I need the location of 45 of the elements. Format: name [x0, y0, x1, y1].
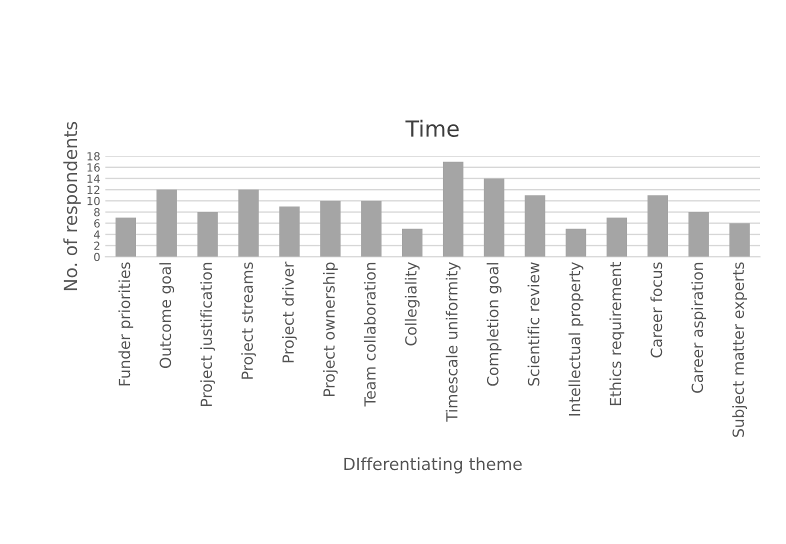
bar: [156, 190, 177, 257]
x-tick-label: Outcome goal: [159, 263, 174, 368]
bar: [524, 195, 546, 257]
bar: [116, 218, 136, 257]
x-tick-label: Scientific review: [528, 262, 540, 386]
x-tick-label: Intellectual property: [568, 262, 584, 416]
bar: [648, 195, 668, 257]
bar: [402, 228, 422, 257]
x-tick-label: Ethics requirement: [609, 262, 624, 406]
y-tick-label: 18: [88, 152, 100, 161]
x-tick-label: Timescale uniformity: [446, 262, 461, 422]
y-axis-title: No. of respondents: [63, 122, 81, 290]
bar: [197, 212, 218, 257]
x-tick-label: Funder priorities: [118, 262, 134, 386]
chart-title: Time: [405, 120, 459, 137]
bar: [606, 218, 628, 257]
x-tick-label: Project ownership: [322, 262, 338, 396]
x-tick-label: Career aspiration: [691, 262, 706, 393]
bar: [688, 212, 709, 257]
bar: [442, 162, 464, 257]
y-tick-label: 12: [88, 186, 100, 194]
x-tick-label: Project driver: [282, 262, 297, 362]
x-tick-label: Team collaboration: [364, 262, 376, 406]
y-tick-label: 6: [94, 219, 100, 228]
y-tick-label: 8: [94, 208, 100, 216]
x-tick-label: Career focus: [650, 262, 662, 358]
y-tick-label: 0: [94, 252, 100, 262]
x-tick-label: Project streams: [241, 262, 256, 379]
x-tick-label: Completion goal: [486, 263, 502, 386]
bar: [320, 200, 341, 257]
bar: [566, 228, 586, 257]
x-tick-label: Collegiality: [404, 262, 420, 346]
y-tick-label: 16: [88, 163, 100, 172]
bar: [238, 190, 259, 257]
bar: [361, 200, 382, 257]
bar: [484, 178, 504, 257]
y-tick-label: 4: [94, 230, 100, 239]
x-axis-title: DIfferentiating theme: [344, 457, 522, 474]
x-tick-label: Project justification: [200, 262, 216, 406]
y-tick-label: 2: [94, 242, 100, 250]
bar: [279, 206, 300, 257]
x-tick-label: Subject matter experts: [732, 262, 747, 437]
y-tick-label: 10: [88, 196, 100, 206]
y-tick-label: 14: [88, 174, 100, 183]
bar: [729, 223, 750, 257]
